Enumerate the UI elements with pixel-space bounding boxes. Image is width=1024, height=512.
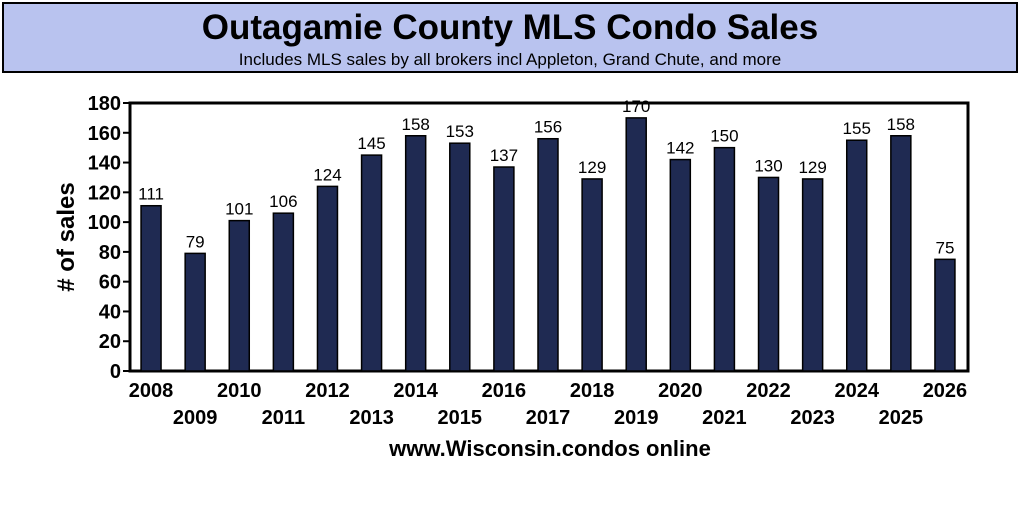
y-tick-label: 100	[88, 212, 121, 234]
data-label-2021: 150	[710, 127, 738, 146]
data-label-2018: 129	[578, 158, 606, 177]
bar-2014	[404, 135, 427, 372]
bar-2025	[890, 135, 912, 372]
bar-2016	[493, 166, 515, 372]
y-tick-label: 0	[110, 361, 121, 383]
bar-2015	[449, 142, 471, 372]
data-label-2008: 111	[138, 185, 164, 204]
data-label-2022: 130	[754, 156, 782, 175]
x-tick-label-2009: 2009	[173, 407, 218, 429]
x-tick-label-2020: 2020	[658, 380, 703, 402]
data-label-2019: 170	[622, 97, 650, 116]
data-label-2017: 156	[534, 118, 562, 137]
data-label-2012: 124	[313, 165, 341, 184]
bar-2021	[713, 146, 736, 372]
bar-2018	[581, 178, 603, 372]
data-label-2015: 153	[446, 122, 474, 141]
x-tick-label-2010: 2010	[217, 380, 262, 402]
x-tick-label-2022: 2022	[746, 380, 791, 402]
data-label-2013: 145	[357, 134, 385, 153]
data-label-2024: 155	[843, 119, 871, 138]
bar-2011	[272, 212, 295, 372]
y-tick-label: 20	[99, 331, 121, 353]
y-tick-label: 40	[99, 301, 121, 323]
data-label-2010: 101	[225, 200, 253, 219]
y-tick-label: 60	[99, 272, 121, 294]
x-tick-label-2011: 2011	[262, 407, 305, 429]
bar-2008	[140, 204, 162, 372]
x-tick-label-2014: 2014	[393, 380, 438, 402]
bar-2024	[845, 139, 868, 372]
bar-2019	[625, 117, 647, 372]
bar-2017	[537, 137, 559, 372]
data-label-2014: 158	[401, 115, 429, 134]
data-label-2016: 137	[490, 146, 518, 165]
x-tick-label-2008: 2008	[129, 380, 174, 402]
x-tick-label-2021: 2021	[702, 407, 747, 429]
y-tick-label: 140	[88, 153, 121, 175]
data-label-2023: 129	[798, 158, 826, 177]
bar-2020	[669, 158, 692, 372]
bar-2022	[757, 176, 780, 372]
bar-2023	[801, 178, 824, 372]
x-tick-label-2012: 2012	[305, 380, 350, 402]
y-tick-label: 160	[88, 123, 121, 145]
x-tick-label-2024: 2024	[834, 380, 879, 402]
x-tick-label-2023: 2023	[790, 407, 835, 429]
chart-title: Outagamie County MLS Condo Sales	[201, 8, 819, 47]
data-label-2026: 75	[935, 238, 954, 257]
bar-2012	[316, 185, 339, 372]
x-tick-label-2017: 2017	[526, 407, 571, 429]
source-footer: www.Wisconsin.condos online	[389, 436, 711, 461]
x-tick-label-2026: 2026	[923, 380, 968, 402]
x-tick-label-2019: 2019	[614, 407, 659, 429]
y-axis-title: # of sales	[53, 182, 80, 291]
data-label-2025: 158	[887, 115, 915, 134]
data-label-2020: 142	[666, 139, 694, 158]
bar-2013	[360, 154, 383, 372]
bar-2009	[184, 252, 206, 372]
bar-2026	[934, 258, 956, 372]
data-label-2009: 79	[186, 232, 205, 251]
y-tick-label: 180	[88, 93, 121, 115]
x-tick-label-2016: 2016	[482, 380, 527, 402]
x-tick-label-2013: 2013	[349, 407, 394, 429]
bar-2010	[228, 219, 251, 372]
x-tick-label-2015: 2015	[438, 407, 483, 429]
x-tick-label-2025: 2025	[879, 407, 924, 429]
y-tick-label: 80	[99, 242, 121, 264]
y-tick-label: 120	[88, 182, 121, 204]
title-banner: Outagamie County MLS Condo Sales Include…	[2, 2, 1018, 73]
data-label-2011: 106	[269, 192, 297, 211]
x-tick-label-2018: 2018	[570, 380, 615, 402]
chart-subtitle: Includes MLS sales by all brokers incl A…	[238, 50, 782, 69]
